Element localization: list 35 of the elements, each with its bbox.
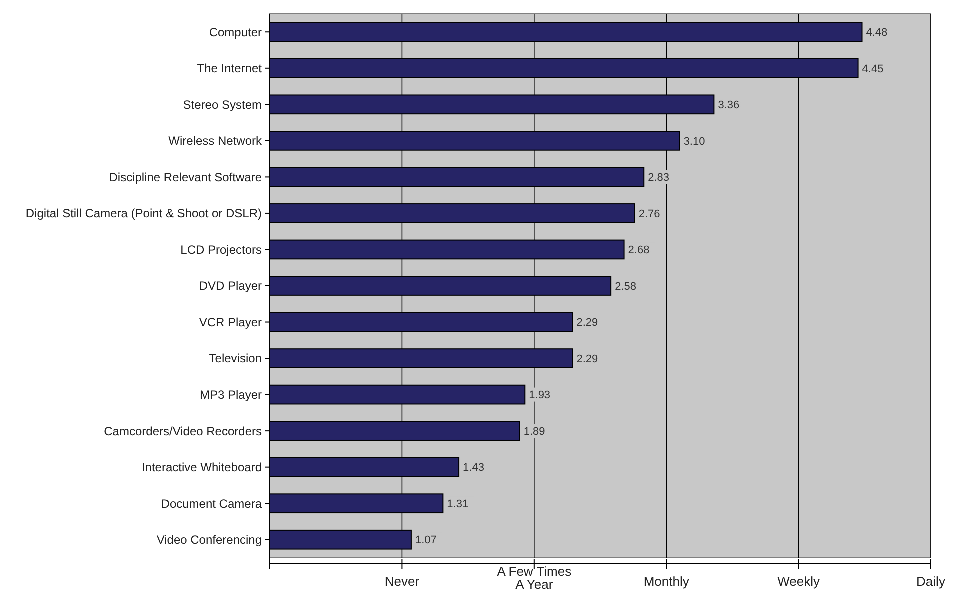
y-tick-label: Camcorders/Video Recorders: [104, 424, 262, 438]
ref-line-label: A Few Times A Year: [497, 564, 572, 592]
data-label: 2.68: [628, 244, 650, 257]
data-label: 1.89: [524, 426, 546, 438]
data-label: 3.36: [718, 100, 740, 112]
y-tick-label: Wireless Network: [168, 134, 263, 148]
y-tick-label: Stereo System: [183, 98, 262, 112]
y-tick-label: Television: [209, 352, 262, 366]
data-label: 2.29: [576, 353, 598, 366]
data-label: 1.93: [529, 390, 551, 402]
ref-line-label: Never: [384, 574, 420, 589]
data-label: 2.76: [638, 208, 660, 220]
ref-line-label: Daily: [916, 574, 946, 589]
data-label: 1.07: [415, 534, 437, 547]
y-tick-label: VCR Player: [199, 315, 262, 330]
y-tick-label: Computer: [209, 25, 262, 40]
data-label: 4.48: [866, 26, 888, 39]
y-tick-label: LCD Projectors: [180, 242, 262, 257]
data-label: 1.31: [447, 498, 469, 510]
y-tick-label: Video Conferencing: [156, 533, 262, 548]
data-label: 2.29: [576, 317, 598, 330]
y-tick-label: Interactive Whiteboard: [142, 460, 262, 475]
y-tick-label: The Internet: [197, 62, 263, 76]
data-label: 4.45: [862, 63, 884, 76]
data-label: 1.43: [463, 462, 484, 474]
y-tick-label: Document Camera: [161, 496, 262, 511]
ref-line-label: Monthly: [644, 574, 690, 589]
y-tick-label: MP3 Player: [200, 388, 262, 402]
y-tick-label: Discipline Relevant Software: [109, 170, 262, 184]
data-label: 2.83: [648, 172, 670, 184]
y-tick-label: DVD Player: [199, 279, 262, 294]
ref-line-label: Weekly: [778, 574, 820, 589]
data-label: 2.58: [615, 280, 636, 293]
data-label: 3.10: [684, 136, 706, 148]
y-tick-label: Digital Still Camera (Point & Shoot or DSLR): [26, 206, 262, 221]
